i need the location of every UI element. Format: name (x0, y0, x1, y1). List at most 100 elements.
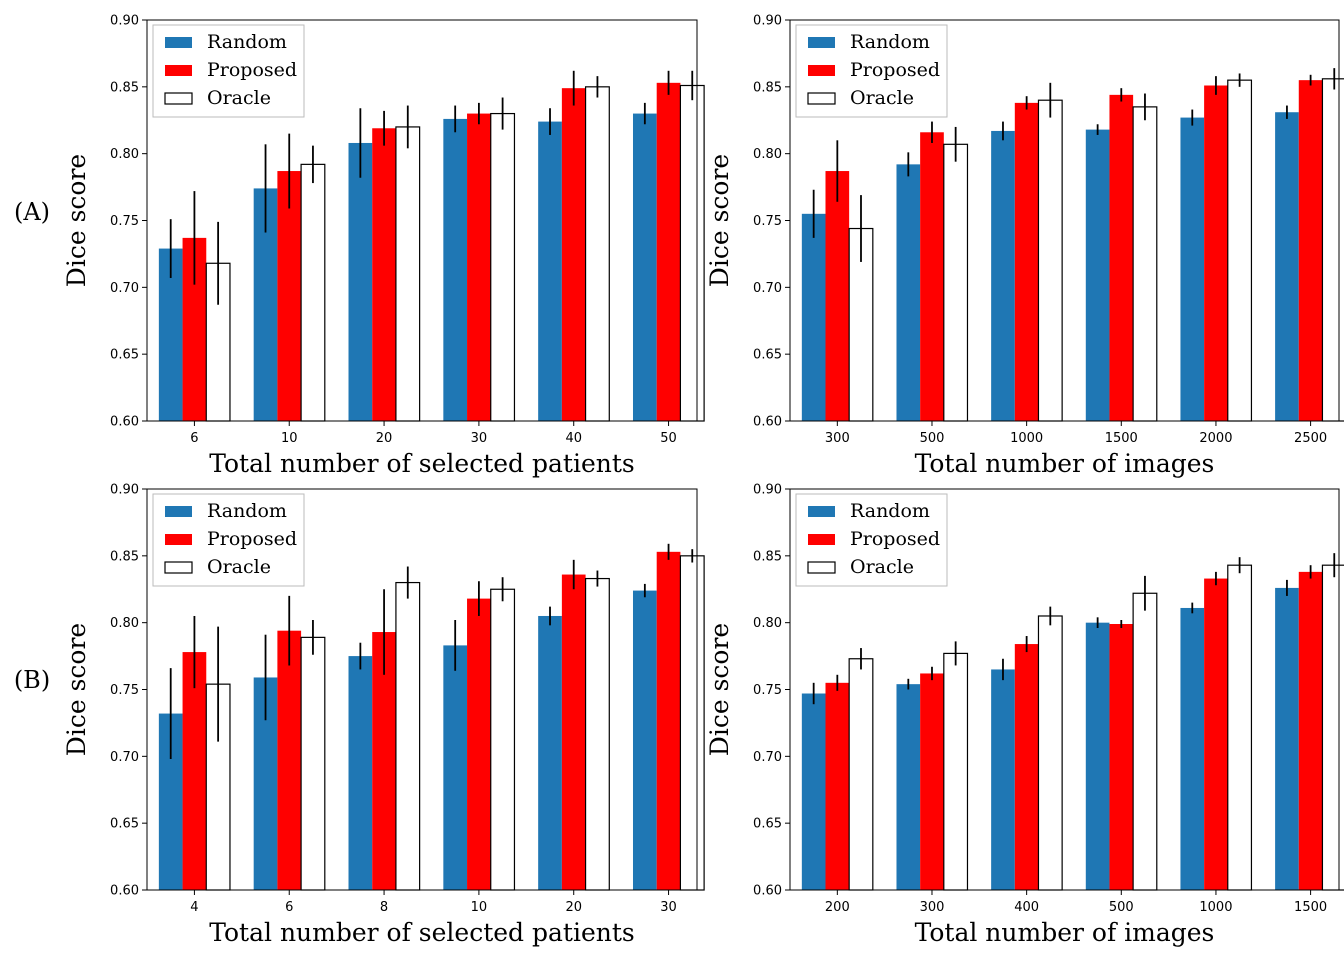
bar-random-10 (253, 188, 278, 421)
y-tick-label: 0.90 (110, 14, 139, 29)
bar-proposed-300 (825, 171, 850, 421)
y-tick-label: 0.80 (110, 616, 139, 631)
legend-swatch-oracle (164, 92, 193, 105)
bar-proposed-30 (656, 551, 681, 890)
x-tick-label: 1000 (1010, 431, 1043, 446)
legend-swatch-random (165, 506, 192, 517)
legend-label-oracle: Oracle (850, 87, 914, 109)
x-tick-label: 2000 (1199, 431, 1232, 446)
y-tick-label: 0.65 (753, 348, 782, 363)
legend-label-random: Random (850, 31, 930, 53)
bar-oracle-20 (584, 577, 610, 891)
y-tick-label: 0.60 (753, 415, 782, 430)
bar-proposed-500 (920, 132, 944, 421)
bar-proposed-6 (182, 237, 207, 421)
y-tick-label: 0.70 (753, 750, 782, 765)
x-tick-label: 40 (565, 431, 582, 446)
bar-random-300 (801, 213, 826, 421)
x-axis-label: Total number of images (915, 918, 1215, 947)
x-tick-label: 200 (825, 900, 850, 915)
y-tick-label: 0.75 (110, 683, 139, 698)
row-label-a: (A) (14, 198, 50, 226)
x-tick-label: 6 (285, 900, 293, 915)
y-tick-label: 0.65 (110, 817, 139, 832)
x-axis-label: Total number of selected patients (209, 918, 634, 947)
legend-swatch-oracle (164, 561, 193, 574)
legend-swatch-proposed (165, 534, 192, 545)
bar-random-1000 (991, 130, 1015, 421)
y-tick-label: 0.60 (110, 415, 139, 430)
y-tick-label: 0.80 (110, 147, 139, 162)
bar-oracle-20 (395, 126, 421, 422)
chart-b-patients: 0.60 0.65 0.70 0.75 0.80 0.85 0.90 4 6 8 10 20 30 Tot… (62, 483, 705, 947)
chart-b-images: 0.60 0.65 0.70 0.75 0.80 0.85 0.90 200 300 400 500… (705, 483, 1344, 947)
x-tick-label: 10 (471, 900, 488, 915)
bar-random-40 (538, 121, 562, 421)
y-tick-label: 0.90 (753, 14, 782, 29)
bar-proposed-500 (1109, 624, 1134, 890)
bar-random-1000 (1180, 607, 1205, 890)
legend-swatch-oracle (807, 92, 836, 105)
bar-proposed-10 (467, 598, 491, 890)
y-tick-label: 0.75 (753, 214, 782, 229)
x-tick-label: 50 (660, 431, 677, 446)
legend-swatch-proposed (808, 534, 835, 545)
y-tick-label: 0.90 (753, 483, 782, 498)
x-tick-label: 10 (281, 431, 298, 446)
bar-oracle-1500 (1321, 564, 1344, 891)
legend-label-proposed: Proposed (207, 528, 297, 550)
bar-random-500 (1085, 622, 1110, 890)
bar-random-2000 (1180, 117, 1205, 422)
bar-proposed-6 (277, 630, 302, 890)
legend-swatch-proposed (165, 65, 192, 76)
bar-oracle-40 (584, 86, 610, 422)
x-tick-label: 1500 (1105, 431, 1138, 446)
bar-oracle-400 (1037, 615, 1063, 891)
bar-random-1500 (1085, 129, 1110, 421)
x-tick-label: 400 (1014, 900, 1039, 915)
y-tick-label: 0.70 (753, 281, 782, 296)
x-tick-label: 6 (190, 431, 198, 446)
bar-oracle-200 (848, 658, 874, 891)
bar-proposed-2000 (1204, 85, 1228, 421)
x-tick-label: 500 (1109, 900, 1134, 915)
bar-oracle-2000 (1227, 79, 1253, 422)
x-tick-label: 1500 (1294, 900, 1327, 915)
y-tick-label: 0.85 (110, 549, 139, 564)
bar-oracle-30 (679, 555, 705, 891)
bar-oracle-10 (490, 588, 516, 891)
legend-label-proposed: Proposed (207, 59, 297, 81)
bar-random-2500 (1275, 112, 1299, 421)
bar-random-200 (801, 693, 826, 890)
bar-proposed-30 (467, 113, 491, 422)
bar-oracle-50 (679, 84, 705, 422)
y-axis-label: Dice score (62, 623, 91, 756)
legend-swatch-oracle (807, 561, 836, 574)
legend-swatch-proposed (808, 65, 835, 76)
legend-label-random: Random (850, 500, 930, 522)
bar-random-20 (348, 142, 373, 421)
y-tick-label: 0.70 (110, 281, 139, 296)
bar-random-30 (632, 590, 657, 890)
x-tick-label: 300 (920, 900, 945, 915)
bar-proposed-1000 (1204, 578, 1228, 890)
row-label-b: (B) (14, 666, 50, 694)
legend-swatch-random (165, 37, 192, 48)
y-tick-label: 0.65 (110, 348, 139, 363)
bar-oracle-1000 (1037, 99, 1063, 422)
bar-proposed-1000 (1014, 102, 1039, 421)
bar-random-50 (632, 113, 657, 422)
x-tick-label: 30 (471, 431, 488, 446)
x-axis-label: Total number of images (915, 449, 1215, 478)
bar-proposed-10 (277, 171, 302, 421)
y-tick-label: 0.85 (753, 80, 782, 95)
bar-oracle-300 (943, 652, 969, 891)
legend-swatch-random (808, 506, 835, 517)
bar-oracle-1000 (1227, 564, 1253, 891)
legend-label-proposed: Proposed (850, 59, 940, 81)
x-tick-label: 2500 (1294, 431, 1327, 446)
bar-proposed-8 (372, 632, 396, 890)
y-axis-label: Dice score (62, 154, 91, 287)
y-tick-label: 0.75 (110, 214, 139, 229)
legend-label-oracle: Oracle (207, 87, 271, 109)
